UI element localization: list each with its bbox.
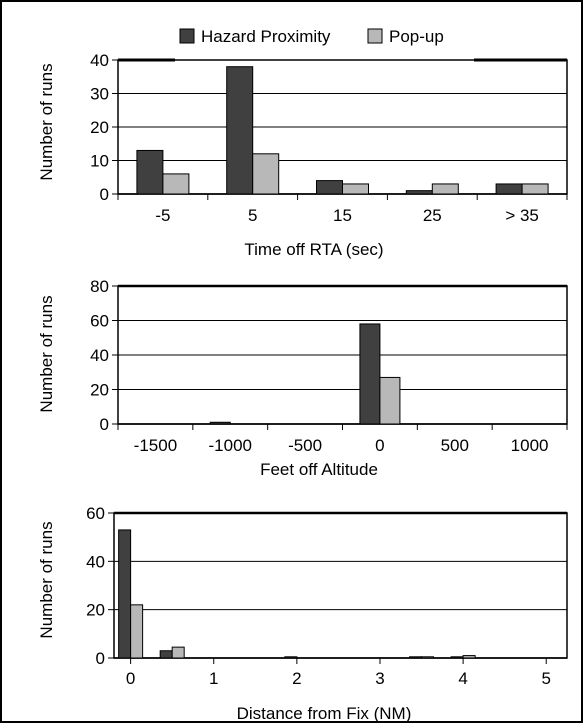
bar-pop-up-x0-5 — [172, 647, 184, 658]
bar-pop-up-15 — [343, 184, 369, 194]
bar-hazard-proximity-35 — [496, 184, 522, 194]
y-axis-label-distance-from-fix: Number of runs — [37, 521, 56, 638]
bar-hazard-proximity-x0 — [119, 530, 131, 658]
bar-hazard-proximity-15 — [317, 181, 343, 194]
y-tick-label: 20 — [90, 118, 109, 137]
legend-label-hazard-proximity: Hazard Proximity — [201, 27, 331, 46]
x-tick-label: 0 — [126, 669, 135, 688]
x-tick-label: > 35 — [505, 206, 539, 225]
bar-pop-up-x4 — [463, 656, 475, 658]
y-tick-label: 60 — [86, 504, 105, 523]
bar-pop-up-5 — [253, 154, 279, 194]
x-tick-label: 4 — [458, 669, 467, 688]
plot-area — [114, 513, 567, 658]
x-tick-label: 5 — [541, 669, 550, 688]
legend: Hazard Proximity Pop-up — [180, 27, 444, 46]
legend-swatch-hazard-proximity — [180, 29, 194, 43]
bar-pop-up-25 — [432, 184, 458, 194]
bar-hazard-proximity-x2 — [285, 657, 297, 658]
y-tick-label: 0 — [96, 649, 105, 668]
x-tick-label: -1500 — [134, 436, 177, 455]
x-tick-label: 500 — [441, 436, 469, 455]
bar-hazard-proximity-x0-5 — [160, 651, 172, 658]
y-tick-label: 40 — [86, 552, 105, 571]
y-tick-label: 40 — [90, 51, 109, 70]
legend-swatch-pop-up — [368, 29, 382, 43]
x-tick-label: 5 — [248, 206, 257, 225]
x-tick-label: 2 — [292, 669, 301, 688]
x-tick-label: -1000 — [209, 436, 252, 455]
bar-pop-up-35 — [522, 184, 548, 194]
y-tick-label: 0 — [100, 185, 109, 204]
x-tick-label: 15 — [333, 206, 352, 225]
y-axis-label-time-off-rta: Number of runs — [37, 63, 56, 180]
bar-pop-up-x0 — [131, 605, 143, 658]
x-tick-label: -5 — [155, 206, 170, 225]
bar-pop-up-0 — [380, 377, 400, 424]
y-axis-label-feet-off-altitude: Number of runs — [37, 295, 56, 412]
y-tick-label: 80 — [90, 277, 109, 296]
x-tick-label: 3 — [375, 669, 384, 688]
x-tick-label: 25 — [423, 206, 442, 225]
bar-hazard-proximity-5 — [227, 67, 253, 194]
y-tick-label: 30 — [90, 85, 109, 104]
bar-hazard-proximity-1000 — [210, 422, 230, 424]
y-tick-label: 0 — [100, 415, 109, 434]
bar-hazard-proximity-x4 — [451, 657, 463, 658]
bar-pop-up-x3-5 — [422, 657, 434, 658]
x-axis-label-feet-off-altitude: Feet off Altitude — [260, 460, 378, 479]
y-tick-label: 40 — [90, 346, 109, 365]
bar-hazard-proximity-x3-5 — [410, 657, 422, 658]
x-axis-label-time-off-rta: Time off RTA (sec) — [244, 240, 383, 259]
x-tick-label: 1 — [209, 669, 218, 688]
y-tick-label: 20 — [86, 601, 105, 620]
x-tick-label: 1000 — [511, 436, 549, 455]
legend-label-pop-up: Pop-up — [389, 27, 444, 46]
y-tick-label: 60 — [90, 312, 109, 331]
bar-hazard-proximity-5 — [137, 150, 163, 194]
x-tick-label: -500 — [288, 436, 322, 455]
bar-pop-up-5 — [163, 174, 189, 194]
y-tick-label: 20 — [90, 381, 109, 400]
bar-hazard-proximity-25 — [406, 191, 432, 194]
x-axis-label-distance-from-fix: Distance from Fix (NM) — [237, 704, 412, 723]
y-tick-label: 10 — [90, 152, 109, 171]
bar-hazard-proximity-0 — [360, 324, 380, 424]
x-tick-label: 0 — [375, 436, 384, 455]
